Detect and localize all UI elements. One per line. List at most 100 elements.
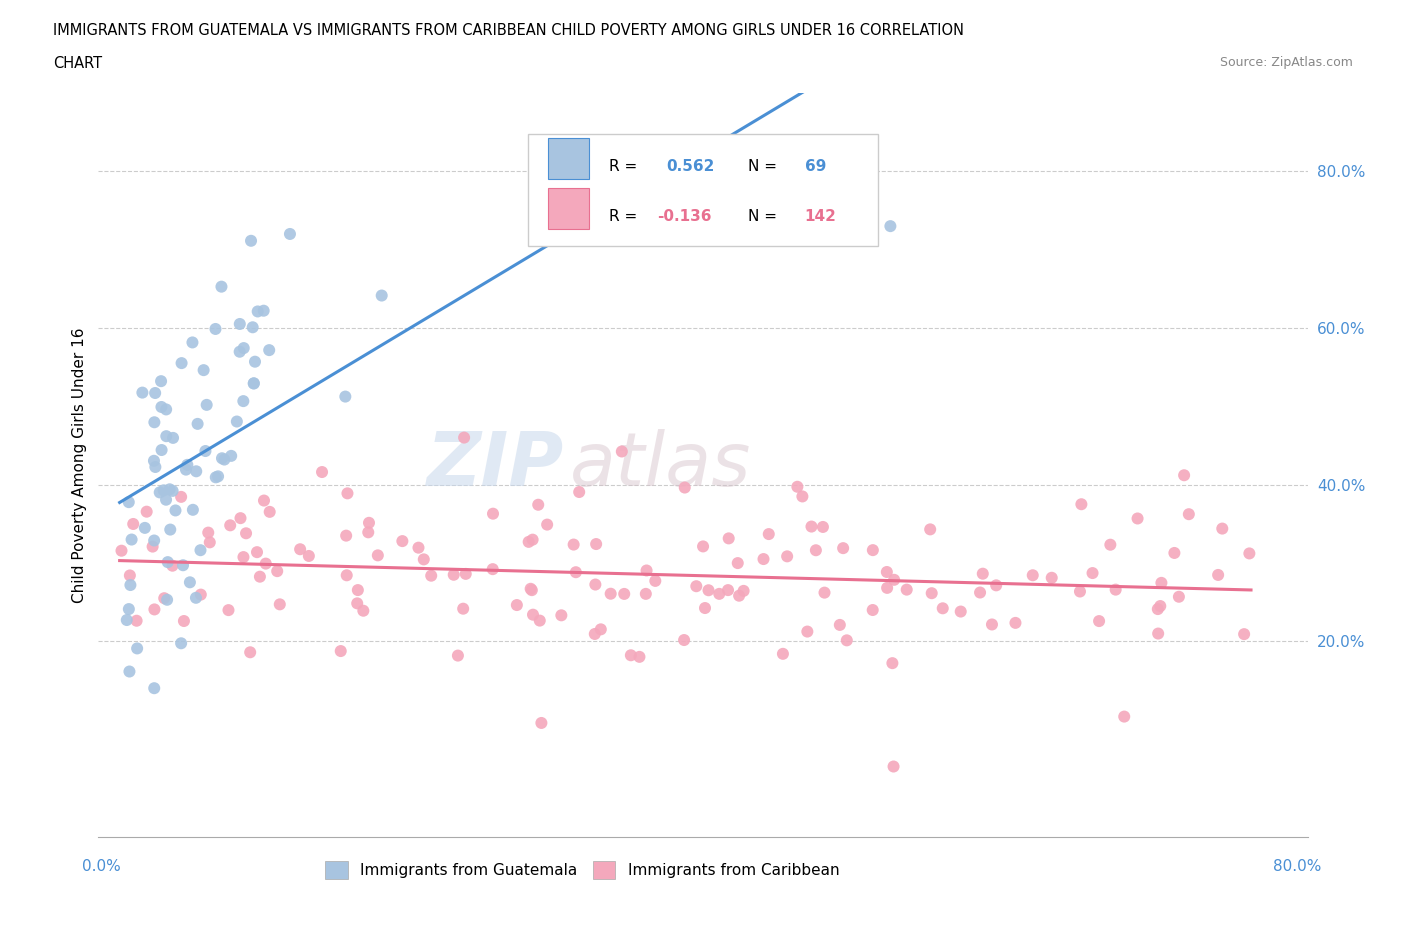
Point: [517, 535, 540, 550]
Point: [143, 602, 166, 617]
Point: [862, 603, 884, 618]
Point: [184, 591, 207, 605]
Point: [776, 549, 799, 564]
Point: [120, 578, 142, 592]
Point: [197, 525, 219, 540]
Point: [194, 444, 217, 458]
Point: [298, 549, 321, 564]
Point: [811, 520, 834, 535]
Text: ZIP: ZIP: [426, 429, 564, 501]
Point: [692, 539, 714, 554]
Point: [125, 613, 148, 628]
Legend: Immigrants from Guatemala, Immigrants from Caribbean: Immigrants from Guatemala, Immigrants fr…: [319, 856, 845, 885]
Point: [530, 715, 553, 730]
Point: [949, 604, 972, 619]
Point: [127, 641, 149, 656]
Point: [162, 558, 184, 573]
FancyBboxPatch shape: [548, 189, 589, 230]
Point: [232, 340, 254, 355]
Point: [243, 376, 266, 391]
Point: [172, 558, 194, 573]
Point: [229, 511, 252, 525]
Point: [170, 489, 193, 504]
Point: [174, 462, 197, 477]
Point: [143, 533, 166, 548]
Point: [876, 565, 898, 579]
Point: [1150, 576, 1173, 591]
Point: [195, 397, 218, 412]
Point: [1040, 570, 1063, 585]
Point: [583, 578, 606, 592]
Point: [522, 607, 544, 622]
Point: [536, 517, 558, 532]
Point: [179, 575, 201, 590]
Point: [288, 542, 311, 557]
FancyBboxPatch shape: [548, 139, 589, 179]
Point: [1070, 497, 1092, 512]
Point: [357, 525, 380, 539]
Point: [162, 484, 184, 498]
Point: [336, 485, 359, 500]
Point: [634, 587, 657, 602]
Point: [110, 543, 132, 558]
Point: [481, 562, 503, 577]
Point: [159, 522, 181, 537]
Point: [214, 452, 236, 467]
Point: [198, 535, 221, 550]
Point: [727, 555, 749, 570]
Point: [131, 385, 153, 400]
Point: [1088, 614, 1111, 629]
Point: [190, 587, 212, 602]
Point: [1114, 710, 1136, 724]
Point: [204, 322, 226, 337]
Text: N =: N =: [748, 159, 776, 174]
Point: [685, 578, 707, 593]
Point: [246, 304, 269, 319]
Text: Source: ZipAtlas.com: Source: ZipAtlas.com: [1219, 56, 1353, 69]
Point: [519, 581, 541, 596]
Point: [219, 448, 242, 463]
Text: 69: 69: [804, 159, 825, 174]
Point: [278, 227, 301, 242]
Point: [1239, 546, 1261, 561]
Point: [932, 601, 955, 616]
Point: [733, 583, 755, 598]
Point: [453, 431, 475, 445]
Point: [135, 504, 157, 519]
Point: [242, 320, 264, 335]
Point: [568, 485, 591, 499]
Point: [204, 470, 226, 485]
Point: [1105, 582, 1128, 597]
Point: [259, 504, 281, 519]
Point: [253, 303, 276, 318]
Point: [636, 563, 658, 578]
Text: atlas: atlas: [569, 429, 751, 501]
Point: [311, 465, 333, 480]
Point: [156, 554, 179, 569]
Point: [242, 376, 264, 391]
Point: [673, 480, 696, 495]
Point: [628, 649, 651, 664]
Point: [266, 564, 288, 578]
Point: [613, 587, 636, 602]
Point: [1206, 567, 1229, 582]
Point: [832, 540, 855, 555]
Point: [792, 489, 814, 504]
Point: [896, 582, 918, 597]
Point: [173, 614, 195, 629]
Point: [143, 415, 166, 430]
Point: [920, 522, 942, 537]
Text: 142: 142: [804, 209, 837, 224]
Point: [253, 493, 276, 508]
Point: [550, 608, 572, 623]
Point: [883, 759, 905, 774]
Point: [346, 596, 368, 611]
Point: [728, 589, 751, 604]
Point: [211, 279, 233, 294]
Point: [162, 431, 184, 445]
Point: [717, 583, 740, 598]
Point: [170, 355, 193, 370]
Point: [697, 583, 720, 598]
Point: [257, 342, 280, 357]
Point: [335, 389, 357, 404]
